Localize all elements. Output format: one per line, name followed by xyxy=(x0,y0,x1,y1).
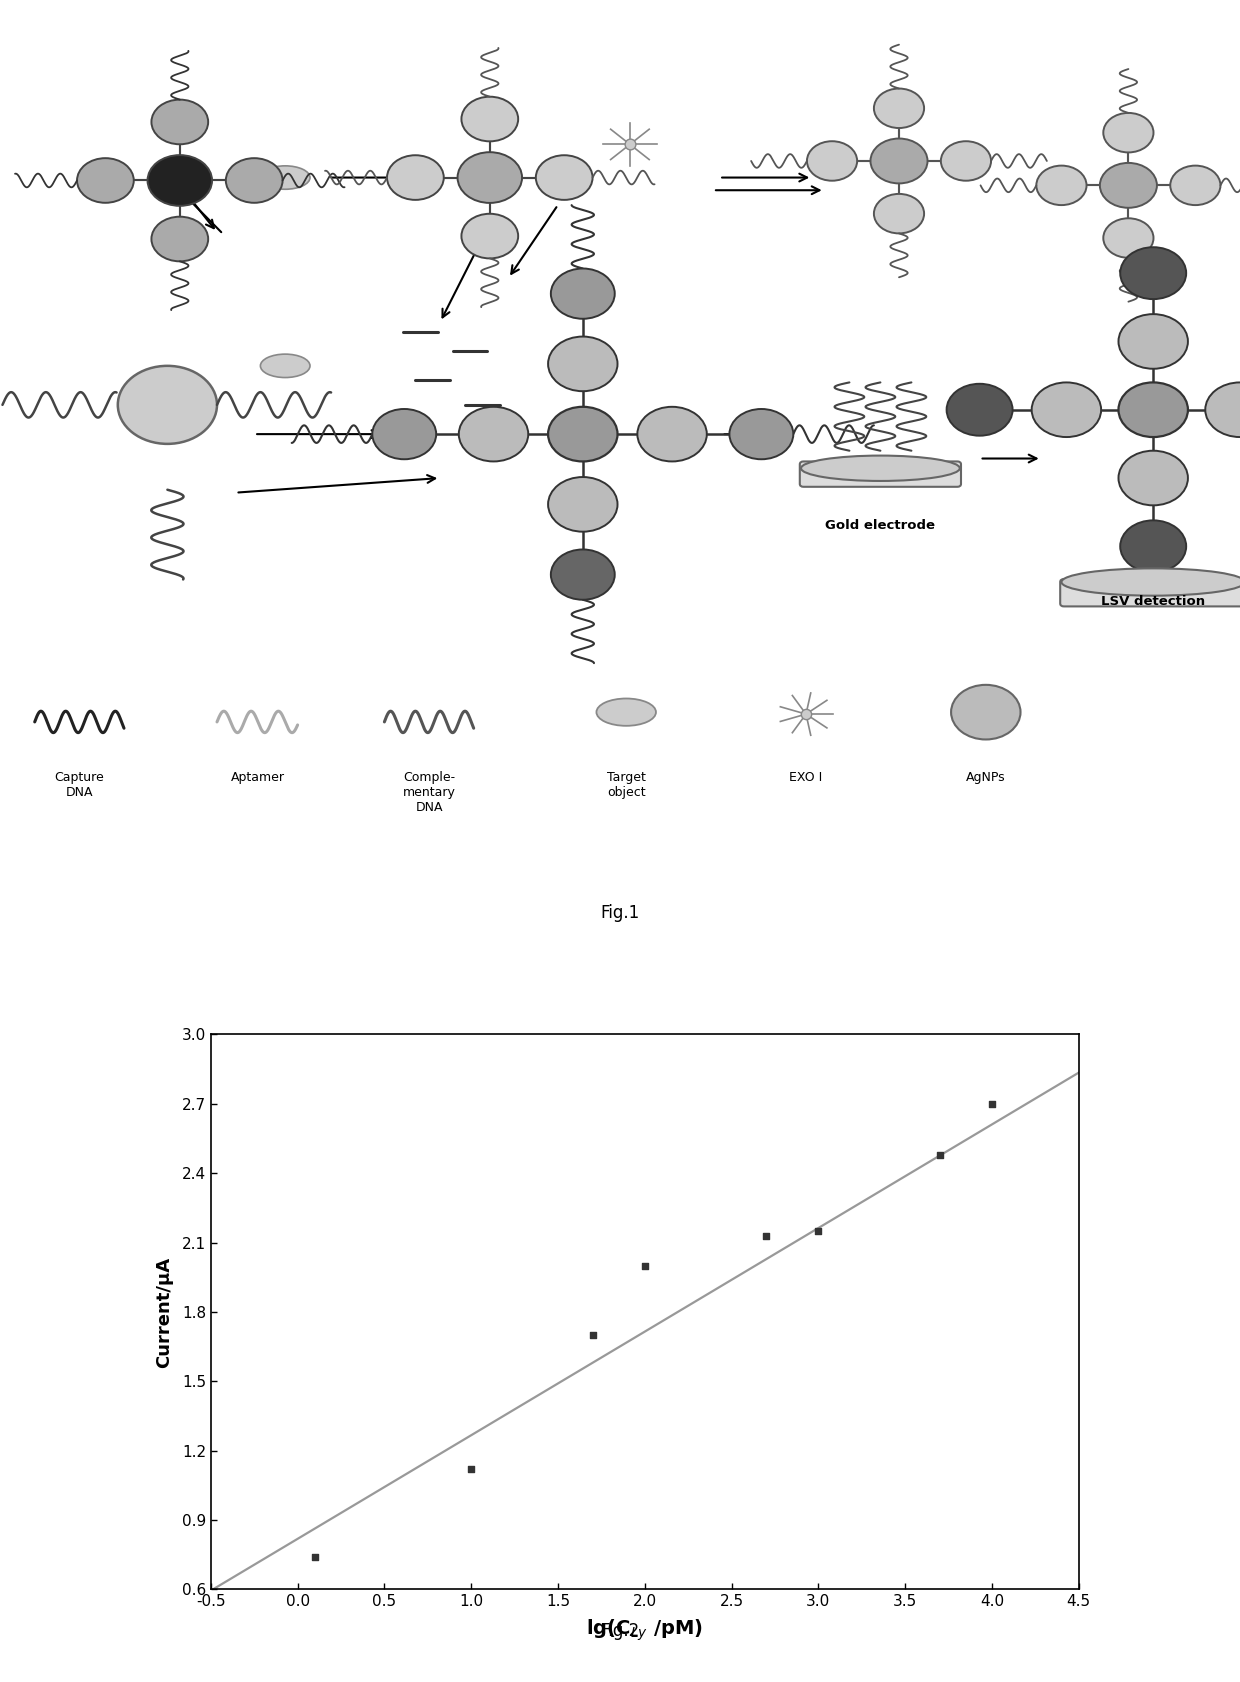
Circle shape xyxy=(461,96,518,141)
Circle shape xyxy=(1118,315,1188,368)
Text: Aptamer: Aptamer xyxy=(231,770,285,784)
Ellipse shape xyxy=(260,167,310,190)
Circle shape xyxy=(372,409,436,459)
Circle shape xyxy=(151,99,208,145)
Text: Fig.2: Fig.2 xyxy=(600,1621,640,1640)
Circle shape xyxy=(1171,165,1220,205)
Ellipse shape xyxy=(260,355,310,377)
Circle shape xyxy=(1032,382,1101,437)
Circle shape xyxy=(387,155,444,200)
Point xyxy=(808,1218,828,1245)
Point xyxy=(635,1251,655,1278)
Ellipse shape xyxy=(1061,569,1240,595)
Circle shape xyxy=(946,383,1013,436)
Text: LSV detection: LSV detection xyxy=(1101,595,1205,609)
Y-axis label: Current/μA: Current/μA xyxy=(155,1256,174,1367)
Circle shape xyxy=(1100,163,1157,209)
Circle shape xyxy=(548,336,618,392)
FancyBboxPatch shape xyxy=(800,461,961,486)
Text: Gold electrode: Gold electrode xyxy=(826,520,935,532)
Circle shape xyxy=(729,409,794,459)
Circle shape xyxy=(1104,113,1153,153)
Circle shape xyxy=(77,158,134,204)
Circle shape xyxy=(536,155,593,200)
Point xyxy=(930,1140,950,1167)
Circle shape xyxy=(548,478,618,532)
FancyBboxPatch shape xyxy=(1060,579,1240,607)
Circle shape xyxy=(151,217,208,261)
Circle shape xyxy=(551,550,615,600)
Circle shape xyxy=(1037,165,1086,205)
Circle shape xyxy=(548,407,618,461)
Point xyxy=(982,1090,1002,1117)
Circle shape xyxy=(459,407,528,461)
Point xyxy=(756,1223,776,1250)
Point xyxy=(796,701,816,728)
Point xyxy=(583,1322,603,1349)
Circle shape xyxy=(941,141,991,180)
Circle shape xyxy=(637,407,707,461)
Circle shape xyxy=(1120,247,1187,299)
Circle shape xyxy=(551,269,615,320)
Circle shape xyxy=(807,141,857,180)
Circle shape xyxy=(1118,451,1188,505)
Text: Comple-
mentary
DNA: Comple- mentary DNA xyxy=(403,770,455,814)
Point xyxy=(461,1455,481,1484)
Text: EXO I: EXO I xyxy=(790,770,822,784)
Circle shape xyxy=(458,151,522,204)
Circle shape xyxy=(1205,382,1240,437)
Circle shape xyxy=(118,365,217,444)
X-axis label: lg(C$_{Ly}$ /pM): lg(C$_{Ly}$ /pM) xyxy=(587,1618,703,1643)
Ellipse shape xyxy=(596,698,656,727)
Text: Capture
DNA: Capture DNA xyxy=(55,770,104,799)
Circle shape xyxy=(874,193,924,234)
Circle shape xyxy=(1104,219,1153,257)
Ellipse shape xyxy=(801,456,960,481)
Circle shape xyxy=(870,138,928,183)
Text: Fig.1: Fig.1 xyxy=(600,903,640,922)
Text: Target
object: Target object xyxy=(606,770,646,799)
Circle shape xyxy=(148,155,212,205)
Circle shape xyxy=(1118,382,1188,437)
Circle shape xyxy=(874,89,924,128)
Point xyxy=(620,131,640,158)
Circle shape xyxy=(1120,520,1187,572)
Point xyxy=(305,1544,325,1571)
Text: AgNPs: AgNPs xyxy=(966,770,1006,784)
Circle shape xyxy=(951,685,1021,740)
Circle shape xyxy=(461,214,518,259)
Circle shape xyxy=(226,158,283,204)
